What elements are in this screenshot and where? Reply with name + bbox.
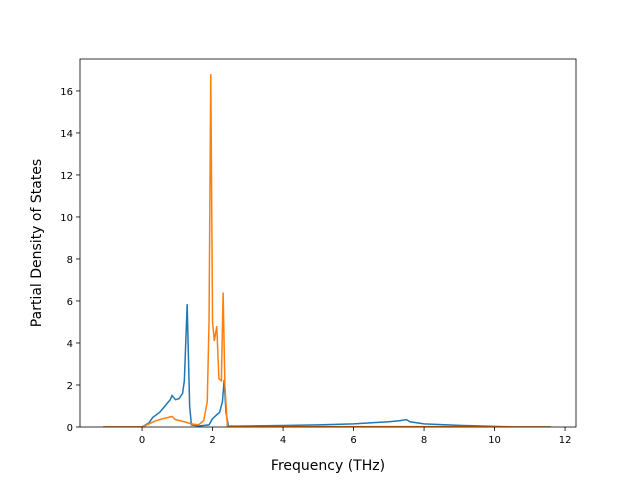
x-tick-label: 12 xyxy=(559,435,572,446)
y-tick-label: 4 xyxy=(67,339,73,350)
x-axis-label: Frequency (THz) xyxy=(271,458,385,474)
y-tick-label: 8 xyxy=(67,255,73,266)
x-tick-label: 0 xyxy=(139,435,145,446)
y-tick-label: 12 xyxy=(60,171,73,182)
plot-frame xyxy=(79,58,577,428)
y-tick-label: 0 xyxy=(67,423,73,434)
y-tick-label: 14 xyxy=(60,129,73,140)
y-tick-label: 6 xyxy=(67,297,73,308)
y-tick-label: 2 xyxy=(67,381,73,392)
x-tick-label: 8 xyxy=(421,435,427,446)
y-tick-label: 10 xyxy=(60,213,73,224)
x-tick-label: 10 xyxy=(488,435,501,446)
x-tick-label: 6 xyxy=(350,435,356,446)
x-tick-label: 4 xyxy=(280,435,286,446)
x-tick-label: 2 xyxy=(209,435,215,446)
y-tick-label: 16 xyxy=(60,87,73,98)
y-axis-label: Partial Density of States xyxy=(29,159,45,327)
series-line xyxy=(103,304,551,427)
series-line xyxy=(103,74,551,427)
